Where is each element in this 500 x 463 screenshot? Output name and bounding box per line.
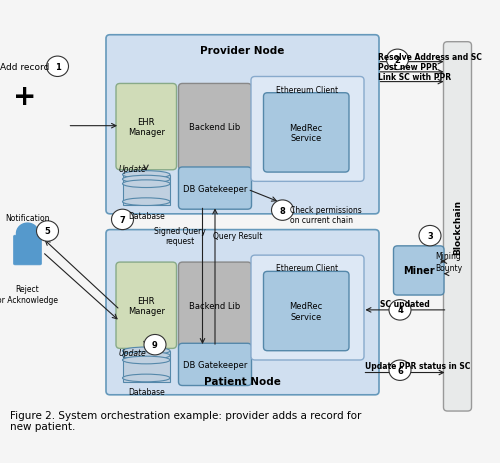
- Text: Mining: Mining: [435, 252, 461, 261]
- FancyBboxPatch shape: [264, 94, 349, 173]
- Polygon shape: [122, 175, 170, 206]
- Text: Database: Database: [128, 388, 164, 396]
- Circle shape: [386, 50, 408, 70]
- Text: Reject
or Acknowledge: Reject or Acknowledge: [0, 285, 58, 304]
- Text: Ethereum Client: Ethereum Client: [276, 264, 338, 273]
- FancyBboxPatch shape: [106, 36, 379, 214]
- Text: +: +: [14, 83, 36, 111]
- Text: SC updated: SC updated: [380, 299, 430, 308]
- FancyBboxPatch shape: [264, 272, 349, 351]
- Text: Update PPR status in SC: Update PPR status in SC: [365, 362, 470, 370]
- Circle shape: [389, 360, 411, 381]
- Text: MedRec
Service: MedRec Service: [290, 124, 323, 143]
- Text: Add record: Add record: [0, 63, 50, 72]
- Text: Post new PPR: Post new PPR: [378, 63, 438, 72]
- Text: Ethereum Client: Ethereum Client: [276, 86, 338, 94]
- FancyBboxPatch shape: [178, 263, 252, 349]
- Text: Link SC with PPR: Link SC with PPR: [378, 73, 452, 81]
- Circle shape: [389, 300, 411, 320]
- Text: 1: 1: [54, 63, 60, 72]
- FancyBboxPatch shape: [444, 43, 471, 411]
- Ellipse shape: [122, 374, 170, 382]
- Ellipse shape: [122, 181, 170, 188]
- Text: Resolve Address and SC: Resolve Address and SC: [378, 53, 482, 62]
- Text: EHR
Manager: EHR Manager: [128, 118, 165, 137]
- Text: Bounty: Bounty: [435, 263, 462, 272]
- Text: Miner: Miner: [403, 266, 434, 276]
- Text: Patient Node: Patient Node: [204, 375, 281, 386]
- Ellipse shape: [122, 357, 170, 364]
- FancyBboxPatch shape: [394, 246, 444, 295]
- FancyBboxPatch shape: [251, 77, 364, 182]
- Ellipse shape: [122, 352, 170, 359]
- FancyBboxPatch shape: [116, 263, 176, 349]
- Ellipse shape: [122, 198, 170, 206]
- Text: MedRec
Service: MedRec Service: [290, 302, 323, 321]
- FancyBboxPatch shape: [178, 168, 252, 210]
- Circle shape: [272, 200, 293, 221]
- Ellipse shape: [122, 347, 170, 355]
- Circle shape: [419, 226, 441, 246]
- FancyBboxPatch shape: [106, 230, 379, 395]
- Circle shape: [112, 210, 134, 230]
- Text: EHR
Manager: EHR Manager: [128, 296, 165, 315]
- Text: Figure 2. System orchestration example: provider adds a record for
new patient.: Figure 2. System orchestration example: …: [10, 410, 362, 432]
- FancyBboxPatch shape: [178, 84, 252, 170]
- Text: Update: Update: [118, 348, 146, 357]
- Text: Blockchain: Blockchain: [453, 200, 462, 254]
- Text: Database: Database: [128, 212, 164, 220]
- Text: 7: 7: [120, 215, 126, 225]
- FancyBboxPatch shape: [178, 344, 252, 386]
- Text: Query Result: Query Result: [213, 232, 262, 241]
- Polygon shape: [122, 351, 170, 382]
- Text: Check permissions
on current chain: Check permissions on current chain: [290, 205, 362, 225]
- Circle shape: [46, 57, 68, 77]
- Text: Notification: Notification: [5, 213, 50, 222]
- Text: 5: 5: [44, 227, 51, 236]
- Text: Signed Query
request: Signed Query request: [154, 226, 206, 246]
- Text: 9: 9: [152, 340, 158, 350]
- Text: 3: 3: [427, 232, 433, 241]
- Text: Backend Lib: Backend Lib: [190, 123, 240, 132]
- Ellipse shape: [122, 176, 170, 183]
- Text: DB Gatekeeper: DB Gatekeeper: [183, 184, 247, 193]
- Text: DB Gatekeeper: DB Gatekeeper: [183, 360, 247, 369]
- Text: 6: 6: [397, 366, 403, 375]
- FancyBboxPatch shape: [14, 236, 42, 265]
- Circle shape: [16, 224, 38, 244]
- Text: 2: 2: [394, 56, 400, 65]
- Text: Provider Node: Provider Node: [200, 46, 284, 56]
- Circle shape: [36, 221, 59, 242]
- Text: 8: 8: [280, 206, 285, 215]
- Text: Backend Lib: Backend Lib: [190, 301, 240, 310]
- FancyBboxPatch shape: [251, 256, 364, 360]
- Text: 4: 4: [397, 306, 403, 315]
- Ellipse shape: [122, 171, 170, 179]
- FancyBboxPatch shape: [116, 84, 176, 170]
- Circle shape: [144, 335, 166, 355]
- Text: Update: Update: [118, 164, 146, 174]
